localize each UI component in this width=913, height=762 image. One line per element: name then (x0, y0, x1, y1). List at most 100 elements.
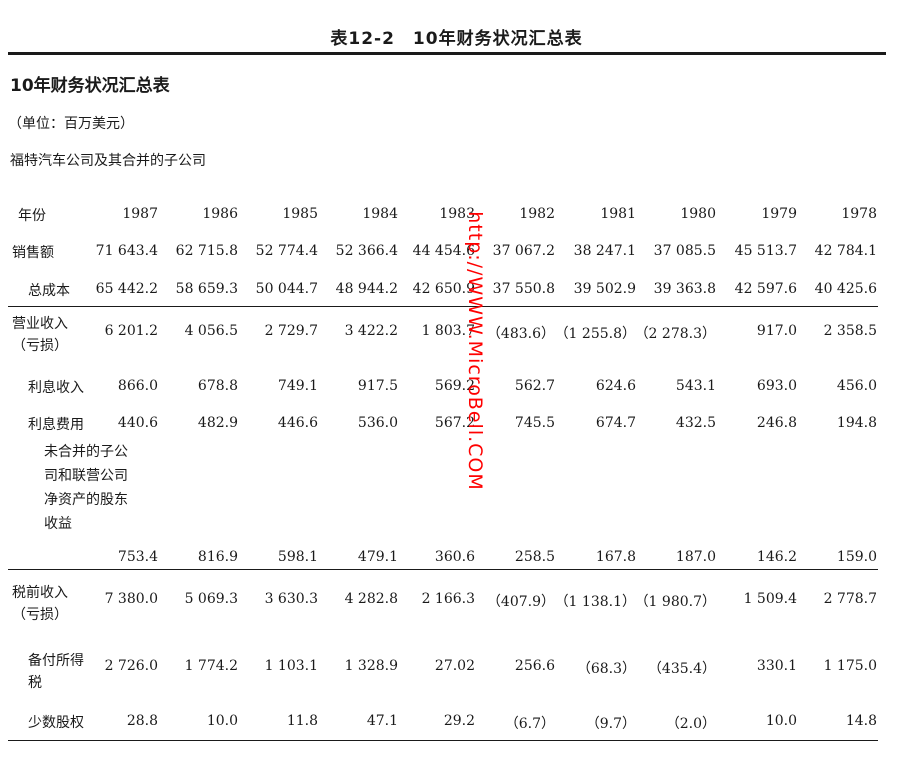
table-cell: 2 729.7 (264, 323, 318, 339)
table-cell: 42 650.9 (412, 281, 475, 297)
table-cell: 693.0 (756, 378, 797, 394)
table-cell: 360.6 (434, 549, 475, 565)
table-cell: 1 328.9 (344, 658, 398, 674)
table-cell: 37 067.2 (492, 243, 555, 259)
table-cell: 187.0 (675, 549, 716, 565)
table-cell: 745.5 (514, 415, 555, 431)
table-cell: 330.1 (756, 658, 797, 674)
table-cell: 1 803.7 (421, 323, 475, 339)
table-cell: 1 509.4 (743, 591, 797, 607)
year-header: 1985 (282, 206, 318, 222)
table-cell: （2 278.3） (634, 326, 716, 342)
table-cell: 674.7 (595, 415, 636, 431)
table-cell: 562.7 (514, 378, 555, 394)
table-cell: 598.1 (277, 549, 318, 565)
table-cell: 146.2 (756, 549, 797, 565)
table-cell: （1 980.7） (634, 594, 716, 610)
table-cell: 48 944.2 (335, 281, 398, 297)
table-cell: 62 715.8 (175, 243, 238, 259)
year-header: 1983 (439, 206, 475, 222)
row-label-income-tax: 备付所得税 (28, 653, 84, 691)
year-header: 1986 (202, 206, 238, 222)
table-cell: 440.6 (117, 415, 158, 431)
row-label-minority-interest: 少数股权 (28, 715, 84, 731)
table-cell: 14.8 (845, 713, 877, 729)
table-cell: 1 175.0 (823, 658, 877, 674)
table-cell: 42 597.6 (734, 281, 797, 297)
table-cell: 39 502.9 (573, 281, 636, 297)
table-cell: 446.6 (277, 415, 318, 431)
table-cell: 816.9 (197, 549, 238, 565)
table-cell: 29.2 (443, 713, 475, 729)
company-name: 福特汽车公司及其合并的子公司 (10, 153, 206, 169)
table-cell: 482.9 (197, 415, 238, 431)
unit-note: （单位：百万美元） (8, 116, 134, 132)
table-cell: （2.0） (665, 716, 716, 732)
row-label-sales: 销售额 (12, 245, 54, 261)
table-cell: 39 363.8 (653, 281, 716, 297)
row-label-total-cost: 总成本 (28, 283, 70, 299)
table-cell: 52 774.4 (255, 243, 318, 259)
table-cell: 917.0 (756, 323, 797, 339)
table-cell: 432.5 (675, 415, 716, 431)
table-cell: 6 201.2 (104, 323, 158, 339)
table-cell: （6.7） (504, 716, 555, 732)
table-cell: 866.0 (117, 378, 158, 394)
table-cell: （1 138.1） (554, 594, 636, 610)
table-cell: （483.6） (486, 326, 555, 342)
table-cell: 1 774.2 (184, 658, 238, 674)
table-cell: 456.0 (836, 378, 877, 394)
table-cell: 2 778.7 (823, 591, 877, 607)
year-header: 1982 (519, 206, 555, 222)
table-cell: 11.8 (286, 713, 318, 729)
table-cell: 479.1 (357, 549, 398, 565)
table-cell: 258.5 (514, 549, 555, 565)
table-cell: 38 247.1 (573, 243, 636, 259)
watermark-text: http://WWW.MicroBell.COM (464, 211, 486, 491)
table-cell: 10.0 (765, 713, 797, 729)
table-cell: 567.2 (434, 415, 475, 431)
table-cell: 678.8 (197, 378, 238, 394)
table-cell: 2 166.3 (421, 591, 475, 607)
year-header: 1981 (600, 206, 636, 222)
table-cell: （407.9） (486, 594, 555, 610)
table-cell: 7 380.0 (104, 591, 158, 607)
table-cell: 42 784.1 (814, 243, 877, 259)
page-caption: 表12-2 10年财务状况汇总表 (330, 29, 583, 49)
year-header: 1980 (680, 206, 716, 222)
row-divider-1 (8, 306, 878, 307)
table-cell: 50 044.7 (255, 281, 318, 297)
table-cell: 159.0 (836, 549, 877, 565)
table-cell: 27.02 (434, 658, 475, 674)
table-cell: 167.8 (595, 549, 636, 565)
row-label-interest-expense: 利息费用 (28, 417, 84, 433)
year-header: 1978 (841, 206, 877, 222)
row-label-interest-income: 利息收入 (28, 380, 84, 396)
table-title: 10年财务状况汇总表 (10, 76, 170, 96)
row-label-pretax-income: 税前收入（亏损） (12, 585, 68, 623)
table-cell: 624.6 (595, 378, 636, 394)
table-cell: 536.0 (357, 415, 398, 431)
table-cell: 4 282.8 (344, 591, 398, 607)
table-cell: 65 442.2 (95, 281, 158, 297)
table-cell: 194.8 (836, 415, 877, 431)
table-cell: 753.4 (117, 549, 158, 565)
table-cell: 37 085.5 (653, 243, 716, 259)
table-cell: （68.3） (576, 661, 636, 677)
top-rule (8, 52, 886, 55)
table-cell: （435.4） (647, 661, 716, 677)
bottom-rule (8, 740, 878, 741)
row-divider-2 (8, 569, 878, 570)
table-cell: 52 366.4 (335, 243, 398, 259)
table-cell: （9.7） (585, 716, 636, 732)
table-cell: 256.6 (514, 658, 555, 674)
table-cell: 71 643.4 (95, 243, 158, 259)
table-cell: 1 103.1 (264, 658, 318, 674)
table-cell: 569.2 (434, 378, 475, 394)
year-header: 1979 (761, 206, 797, 222)
table-cell: 58 659.3 (175, 281, 238, 297)
table-cell: 44 454.6 (412, 243, 475, 259)
table-cell: 2 358.5 (823, 323, 877, 339)
table-cell: 45 513.7 (734, 243, 797, 259)
table-cell: 37 550.8 (492, 281, 555, 297)
